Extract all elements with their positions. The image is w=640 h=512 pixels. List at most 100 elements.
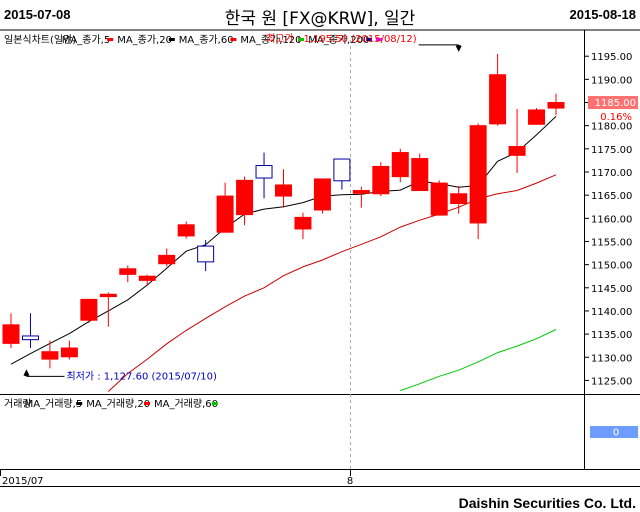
legend-label: MA_종가,200 — [308, 34, 369, 46]
legend-label: 거래량 — [4, 398, 32, 410]
candle-body — [119, 268, 137, 275]
candle — [41, 340, 59, 369]
candle-body — [372, 165, 390, 195]
candle — [411, 153, 429, 192]
candle-body — [430, 182, 448, 216]
candle — [547, 93, 565, 116]
chart-header: 2015-07-08 한국 원 [FX@KRW], 일간 2015-08-18 — [0, 0, 640, 30]
candle-body — [21, 335, 39, 341]
candle — [313, 178, 331, 214]
legend-color-swatch — [144, 402, 150, 405]
y-tick-label: 1165.00 — [591, 191, 632, 202]
change-badge: 0.16% — [600, 112, 632, 123]
last-price-badge: 1185.00 — [595, 98, 636, 109]
candle — [255, 152, 273, 199]
legend-label: 일본식차트(일간) — [4, 34, 76, 46]
start-date: 2015-07-08 — [4, 7, 71, 22]
y-tick-label: 1190.00 — [591, 75, 632, 86]
candle — [236, 176, 254, 226]
y-tick-label: 1195.00 — [591, 52, 632, 63]
candles — [2, 53, 565, 369]
candle — [450, 185, 468, 214]
candle-body — [177, 224, 195, 237]
candle — [508, 109, 526, 173]
candle-body — [80, 298, 98, 321]
high-annotation: 최고가 : 1,195.50 (2015/08/12) — [266, 33, 462, 52]
candle — [99, 292, 117, 327]
price-legend: 일본식차트(일간)MA_종가,5 MA_종가,20 MA_종가,60 MA_종가,12… — [4, 34, 382, 46]
candle — [391, 148, 409, 183]
candle — [528, 108, 546, 125]
y-tick-label: 1125.00 — [591, 376, 632, 387]
legend-color-swatch — [298, 38, 305, 41]
low-arrow-icon — [23, 369, 30, 377]
x-label-mid: 8 — [347, 476, 353, 487]
volume-badge: 0 — [613, 428, 619, 439]
candle — [333, 158, 351, 190]
legend-label: MA_거래량,5 — [25, 398, 83, 410]
y-tick-label: 1145.00 — [591, 284, 632, 295]
candle-body — [255, 165, 273, 179]
y-tick-label: 1170.00 — [591, 168, 632, 179]
legend-label: MA_거래량,20 — [86, 398, 150, 410]
candle-body — [2, 324, 20, 344]
candle — [469, 123, 487, 240]
legend-label: MA_종가,5 — [62, 34, 110, 46]
y-tick-label: 1135.00 — [591, 330, 632, 341]
y-tick-label: 1150.00 — [591, 261, 632, 272]
candle-body — [216, 195, 234, 233]
footer-brand: Daishin Securities Co. Ltd. — [458, 495, 636, 511]
candle-body — [528, 109, 546, 125]
ma120-line — [400, 329, 557, 392]
high-arrow-icon — [455, 44, 462, 52]
candle — [294, 212, 312, 240]
candle-body — [60, 347, 78, 358]
candle-body — [489, 74, 507, 125]
candle — [177, 221, 195, 239]
candle-body — [547, 102, 565, 109]
legend-color-swatch — [230, 38, 237, 41]
legend-color-swatch — [168, 38, 175, 41]
y-tick-label: 1180.00 — [591, 122, 632, 133]
candle — [216, 182, 234, 233]
candle-body — [333, 158, 351, 182]
candle-body — [236, 179, 254, 216]
last-price-badge-bg — [588, 96, 638, 110]
candle — [489, 53, 507, 126]
candle-body — [508, 146, 526, 156]
ma60-line — [107, 174, 557, 392]
candle-body — [352, 190, 370, 194]
candle-body — [158, 254, 176, 265]
legend-label: MA_종가,60 — [179, 34, 234, 46]
candle — [158, 248, 176, 267]
legend-label: MA_종가,20 — [117, 34, 172, 46]
candle-body — [138, 275, 156, 281]
x-label-month: 2015/07 — [2, 476, 44, 487]
legend-color-swatch — [76, 402, 83, 405]
candle — [138, 274, 156, 286]
candle — [80, 298, 98, 323]
legend-color-swatch — [211, 402, 218, 405]
candle — [352, 186, 370, 208]
low-label: 최저가 : 1,127.60 (2015/07/10) — [66, 370, 217, 382]
candle — [275, 169, 292, 208]
candle-body — [275, 184, 292, 197]
candle-body — [41, 351, 59, 360]
legend-label: MA_거래량,60 — [154, 398, 218, 410]
legend-color-swatch — [366, 38, 372, 41]
candle — [197, 240, 215, 272]
y-tick-label: 1155.00 — [591, 237, 632, 248]
candle-body — [411, 158, 429, 192]
candle-body — [313, 178, 331, 211]
legend-label: MA_종가,120 — [240, 34, 301, 46]
candle-body — [294, 216, 312, 230]
high-label: 최고가 : 1,195.50 (2015/08/12) — [266, 33, 417, 45]
candle-body — [450, 193, 468, 204]
candle — [2, 313, 20, 348]
candle — [372, 162, 390, 197]
candle-body — [391, 152, 409, 178]
legend-color-swatch — [376, 38, 382, 41]
candle — [60, 340, 78, 360]
